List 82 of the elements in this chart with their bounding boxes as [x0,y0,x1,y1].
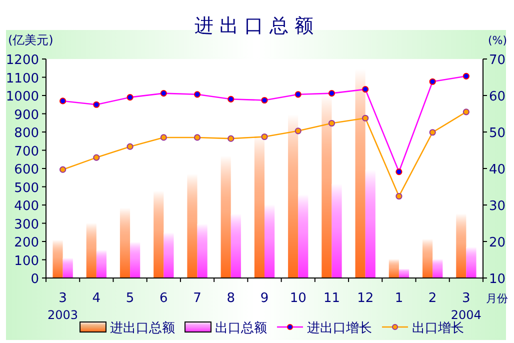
y2-tick-label: 70 [489,53,506,68]
x-tick-label: 3 [462,291,470,306]
x-tick-label: 9 [260,291,269,306]
point [93,154,100,161]
point [429,129,436,136]
bar [322,94,332,278]
legend-label: 进出口总额 [110,321,175,336]
y-tick-label: 200 [14,236,39,250]
bar [220,156,231,278]
x-tick-label: 11 [323,291,340,306]
point [126,143,134,150]
y2-tick-label: 40 [489,162,506,178]
x-tick-label: 1 [394,291,404,306]
bar [388,259,399,278]
bar [86,222,96,278]
y-tick-label: 600 [14,162,39,178]
bar [197,224,208,278]
bar [288,114,298,278]
text: 2003 [48,308,78,322]
x-tick-label: 12 [357,291,374,306]
x-tick-label: 10 [290,291,306,306]
y-tick-label: 700 [14,144,39,160]
x-tick-label: 2 [428,291,437,306]
point [362,114,369,122]
point [328,120,336,127]
bar [432,259,443,278]
bar [130,242,140,278]
legend-label: 出口增长 [412,321,464,336]
y2-tick-label: 30 [489,199,506,214]
bar [254,134,264,278]
bar [355,69,366,278]
y-tick-label: 300 [14,217,39,232]
bar [187,174,198,278]
point [160,134,167,141]
y2-tick-label: 60 [489,90,506,104]
bar [456,214,466,278]
point [228,135,234,142]
legend-label: 出口总额 [215,321,267,336]
bar [298,194,308,278]
bar [466,246,476,278]
y-tick-label: 1200 [6,53,39,68]
y2-tick-label: 10 [489,272,506,287]
y2-tick-label: 50 [489,126,506,141]
x-tick-label: 7 [193,291,202,306]
point [194,134,201,141]
bar [230,214,241,278]
y-tick-label: 0 [30,272,39,287]
bar [398,268,410,278]
x-axis-title: 月份 [486,292,508,305]
bar [422,238,433,278]
point [462,108,470,116]
x-tick-label: 4 [92,291,101,306]
bar [154,190,164,278]
text: 2004 [450,308,482,322]
y-tick-label: 100 [14,254,39,269]
bar [332,184,342,278]
chart-title: 进出口总额 [194,15,320,37]
bar [365,170,376,278]
legend-label: 进出口增长 [307,321,372,336]
bar [120,208,130,278]
y-tick-label: 800 [14,126,39,141]
x-tick-label: 8 [226,291,236,306]
bar [164,232,174,278]
x-tick-label: 3 [58,291,67,306]
y-tick-label: 400 [14,199,39,214]
point [396,192,402,200]
bar [96,250,107,278]
x-tick-label: 6 [160,291,168,306]
point [294,128,302,134]
y-tick-label: 500 [14,180,39,196]
y-tick-label: 900 [14,108,39,123]
y-tick-label: 1100 [6,71,39,86]
bar [62,258,73,278]
y-tick-label: 1000 [6,90,39,104]
bar [264,204,275,278]
point [60,166,66,173]
y-axis-title: (亿美元) [8,33,54,47]
y2-tick-label: 20 [489,236,506,250]
point [261,133,268,140]
bar [52,240,63,278]
y2-axis-title: (%) [488,34,508,47]
x-tick-label: 5 [126,291,134,306]
